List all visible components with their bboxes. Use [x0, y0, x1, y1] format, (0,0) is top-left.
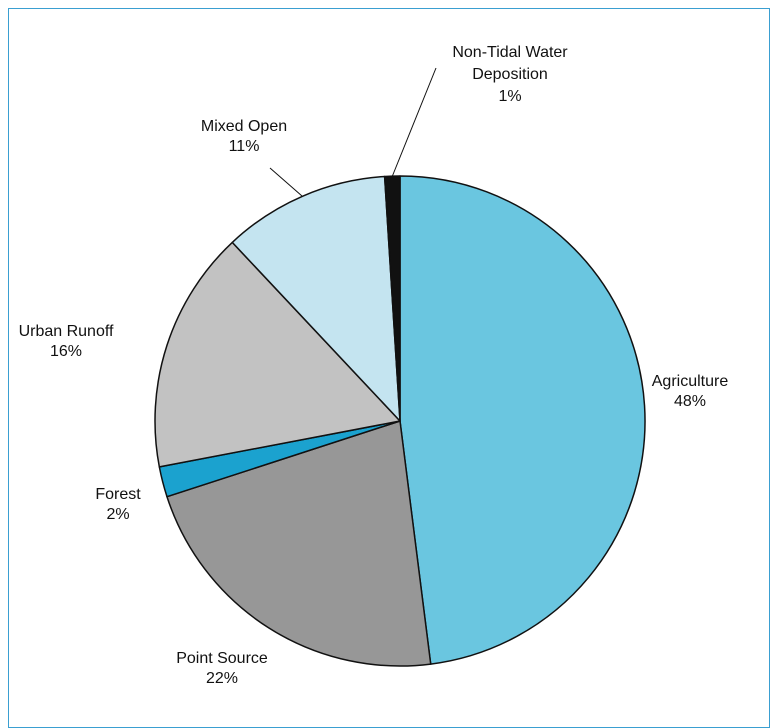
slice-value-label-mixed-open: 11%	[229, 138, 260, 155]
slice-value-label-urban-runoff: 16%	[50, 343, 82, 360]
slice-category-label-mixed-open: Mixed Open	[201, 118, 287, 135]
leader-line-mixed-open	[269, 167, 303, 197]
slice-category-label-point-source: Point Source	[176, 650, 268, 667]
slice-value-label-point-source: 22%	[206, 670, 238, 687]
pie-slice-mixed-open	[231, 175, 401, 422]
slice-category-label-non-tidal-water-deposition: Non-Tidal Water	[452, 44, 568, 61]
slice-category-label-agriculture: Agriculture	[652, 373, 729, 390]
slice-value-label-non-tidal-water-deposition: 1%	[498, 88, 521, 105]
pie-slice-point-source	[166, 420, 432, 667]
pie-slice-urban-runoff	[154, 241, 401, 468]
slice-category-label-urban-runoff: Urban Runoff	[19, 323, 114, 340]
pie-slice-agriculture	[399, 175, 646, 665]
slice-value-label-forest: 2%	[106, 506, 129, 523]
slice-category-label-forest: Forest	[95, 486, 141, 503]
slice-value-label-agriculture: 48%	[674, 393, 706, 410]
slice-category-label-non-tidal-water-deposition: Deposition	[472, 66, 548, 83]
pie-chart: Agriculture 48% Point Source 22% Forest 2% Urb…	[19, 44, 729, 687]
leader-line-non-tidal-water-deposition	[391, 67, 437, 178]
